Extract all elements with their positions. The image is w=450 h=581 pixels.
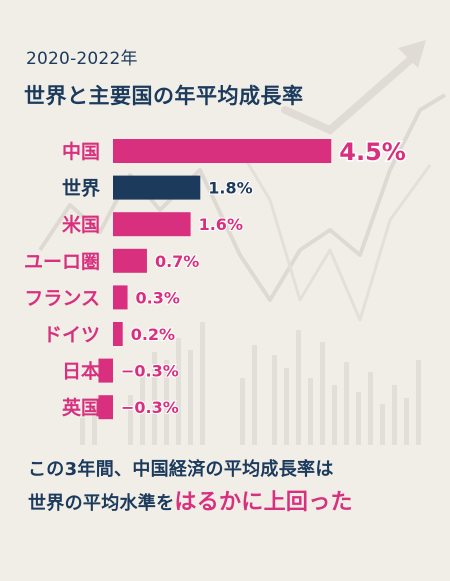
- value-label: 1.6%: [199, 215, 243, 234]
- category-label: 英国: [62, 396, 100, 419]
- bar: [98, 358, 113, 383]
- category-label: 中国: [62, 140, 100, 163]
- category-label: 米国: [62, 213, 100, 236]
- category-label: フランス: [24, 287, 100, 309]
- bar: [113, 175, 201, 200]
- bar: [113, 139, 332, 163]
- category-label: ドイツ: [43, 324, 100, 346]
- value-label: 0.2%: [131, 325, 175, 344]
- value-label: −0.3%: [121, 398, 179, 417]
- period-label: 2020-2022年: [26, 49, 138, 69]
- bar: [98, 395, 113, 420]
- caption-line-2: 世界の平均水準をはるかに上回った: [28, 486, 438, 520]
- bar: [113, 285, 128, 310]
- caption: この3年間、中国経済の平均成長率は 世界の平均水準をはるかに上回った: [28, 453, 438, 520]
- value-label: 0.3%: [136, 288, 180, 307]
- bar: [113, 248, 147, 273]
- category-label: 日本: [62, 360, 100, 383]
- category-label: ユーロ圏: [24, 251, 100, 273]
- bar: [113, 322, 123, 346]
- bar: [113, 212, 191, 237]
- value-label: 4.5%: [339, 138, 406, 166]
- chart-title: 世界と主要国の年平均成長率: [24, 84, 304, 108]
- caption-line-2-prefix: 世界の平均水準を: [28, 493, 175, 514]
- value-label: 1.8%: [208, 179, 252, 198]
- category-label: 世界: [62, 178, 100, 200]
- caption-highlight: はるかに上回った: [174, 490, 353, 515]
- caption-line-1: この3年間、中国経済の平均成長率は: [28, 459, 334, 480]
- value-label: −0.3%: [121, 362, 179, 381]
- value-label: 0.7%: [155, 252, 199, 271]
